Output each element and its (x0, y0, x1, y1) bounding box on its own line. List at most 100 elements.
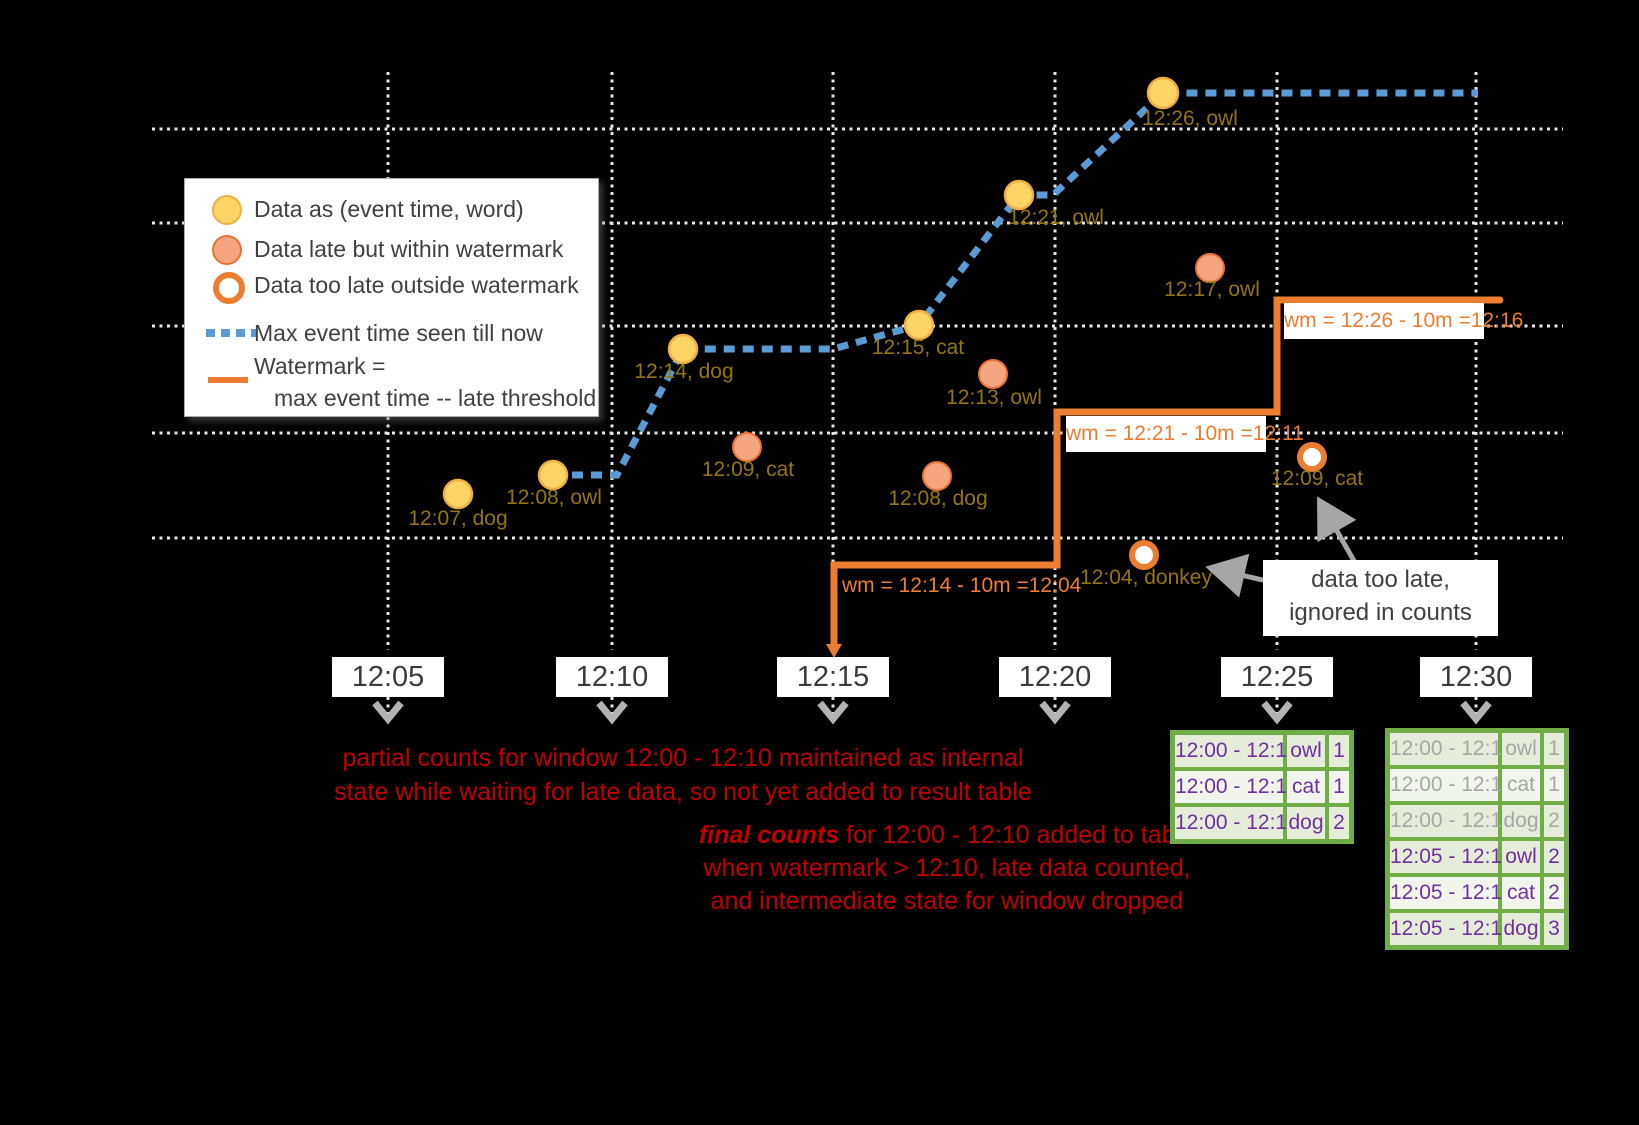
down-arrow-icon (596, 700, 628, 725)
point-12-04-donkey-toolate (1129, 540, 1159, 570)
callout-arrow-to-12-09-cat (1317, 496, 1360, 568)
window-cell: 12:00 - 12:10 (1175, 807, 1299, 839)
count-cell: 2 (1544, 877, 1564, 909)
point-label: 12:21, owl (1008, 206, 1104, 229)
note-line: and intermediate state for window droppe… (710, 887, 1184, 915)
point-12-15-cat (903, 309, 935, 341)
point-label: 12:09, cat (1270, 467, 1364, 490)
point-12-21-owl (1003, 179, 1035, 211)
note-line: partial counts for window 12:00 - 12:10 … (342, 744, 1024, 772)
note-line: final counts for 12:00 - 12:10 added to … (687, 819, 1207, 852)
count-cell: 2 (1329, 807, 1349, 839)
count-cell: 1 (1544, 769, 1564, 801)
point-label: 12:08, dog (888, 487, 988, 510)
word-cell: owl (1502, 733, 1540, 765)
result-table-12-25: 12:00 - 12:10 owl 1 12:00 - 12:10 cat 1 … (1170, 730, 1354, 844)
legend-item-label: Watermark = (254, 353, 386, 379)
word-cell: dog (1502, 805, 1540, 837)
table-row: 12:05 - 12:15 dog 3 (1390, 913, 1564, 945)
window-cell: 12:00 - 12:10 (1390, 769, 1514, 801)
point-12-07-dog (442, 478, 474, 510)
point-label: 12:17, owl (1164, 278, 1260, 301)
count-cell: 1 (1329, 735, 1349, 767)
point-label: 12:09, cat (701, 458, 795, 481)
down-arrow-icon (372, 700, 404, 725)
table-row: 12:00 - 12:10 dog 2 (1175, 807, 1349, 839)
note-line-rest: for 12:00 - 12:10 added to table (839, 821, 1196, 849)
window-cell: 12:00 - 12:10 (1390, 805, 1514, 837)
legend-watermark-line-icon (208, 377, 248, 383)
count-cell: 3 (1544, 913, 1564, 945)
point-label: 12:04, donkey (1080, 566, 1212, 589)
point-12-17-owl-late (1195, 253, 1225, 283)
word-cell: cat (1287, 771, 1325, 803)
table-row: 12:00 - 12:10 cat 1 (1390, 769, 1564, 801)
watermark-arrow-tip (826, 644, 842, 658)
word-cell: dog (1502, 913, 1540, 945)
down-arrow-icon (1261, 700, 1293, 725)
legend-too-late-icon (213, 272, 245, 304)
partial-counts-note: partial counts for window 12:00 - 12:10 … (303, 741, 1063, 809)
time-label-12-05: 12:05 (332, 657, 444, 697)
axis-arrowheads (372, 700, 1492, 725)
legend-item-label: Data as (event time, word) (254, 196, 524, 222)
count-cell: 1 (1544, 733, 1564, 765)
watermark-line (830, 296, 1504, 652)
word-cell: owl (1287, 735, 1325, 767)
on-time-points (442, 76, 1180, 510)
time-label-12-30: 12:30 (1420, 657, 1532, 697)
point-12-13-owl-late (978, 359, 1008, 389)
point-label: 12:15, cat (871, 336, 965, 359)
time-label-12-10: 12:10 (556, 657, 668, 697)
table-row: 12:00 - 12:10 owl 1 (1390, 733, 1564, 765)
point-label: 12:14, dog (634, 360, 734, 383)
legend-item-label: Data late but within watermark (254, 236, 564, 262)
count-cell: 2 (1544, 841, 1564, 873)
too-late-points (1129, 442, 1327, 570)
final-counts-note: final counts for 12:00 - 12:10 added to … (687, 819, 1207, 918)
down-arrow-icon (1460, 700, 1492, 725)
table-row: 12:00 - 12:10 cat 1 (1175, 771, 1349, 803)
legend-late-icon (212, 235, 242, 265)
window-cell: 12:00 - 12:10 (1175, 771, 1299, 803)
window-cell: 12:00 - 12:10 (1175, 735, 1299, 767)
window-cell: 12:05 - 12:15 (1390, 841, 1514, 873)
callout-line: ignored in counts (1289, 599, 1472, 626)
point-12-08-dog-late (922, 461, 952, 491)
point-label: 12:13, owl (946, 386, 1042, 409)
late-points (732, 253, 1225, 491)
down-arrow-icon (817, 700, 849, 725)
time-label-12-20: 12:20 (999, 657, 1111, 697)
max-event-time-line (553, 89, 1478, 479)
legend-item-label: max event time -- late threshold (274, 385, 597, 411)
legend: Data as (event time, word) Data late but… (184, 178, 599, 417)
count-cell: 2 (1544, 805, 1564, 837)
legend-max-event-line-icon (206, 329, 256, 337)
point-12-14-dog (667, 333, 699, 365)
too-late-callout: data too late, ignored in counts (1263, 560, 1498, 636)
word-cell: cat (1502, 877, 1540, 909)
window-cell: 12:05 - 12:15 (1390, 877, 1514, 909)
point-12-26-owl (1146, 76, 1180, 110)
callout-line: data too late, (1311, 566, 1450, 593)
legend-item-label: Max event time seen till now (254, 320, 543, 346)
point-label: 12:07, dog (408, 507, 508, 530)
table-row: 12:05 - 12:15 owl 2 (1390, 841, 1564, 873)
table-row: 12:00 - 12:10 dog 2 (1390, 805, 1564, 837)
watermark-label-2: wm = 12:21 - 10m =12:11 (1066, 416, 1304, 452)
time-label-12-15: 12:15 (777, 657, 889, 697)
table-row: 12:00 - 12:10 owl 1 (1175, 735, 1349, 767)
table-row: 12:05 - 12:15 cat 2 (1390, 877, 1564, 909)
window-cell: 12:00 - 12:10 (1390, 733, 1514, 765)
legend-on-time-icon (212, 195, 242, 225)
note-emphasis: final counts (698, 821, 840, 849)
word-cell: cat (1502, 769, 1540, 801)
watermark-label-1: wm = 12:14 - 10m =12:04 (842, 574, 1082, 597)
word-cell: dog (1287, 807, 1325, 839)
point-label: 12:26, owl (1142, 107, 1238, 130)
word-cell: owl (1502, 841, 1540, 873)
point-12-09-cat-toolate (1297, 442, 1327, 472)
count-cell: 1 (1329, 771, 1349, 803)
